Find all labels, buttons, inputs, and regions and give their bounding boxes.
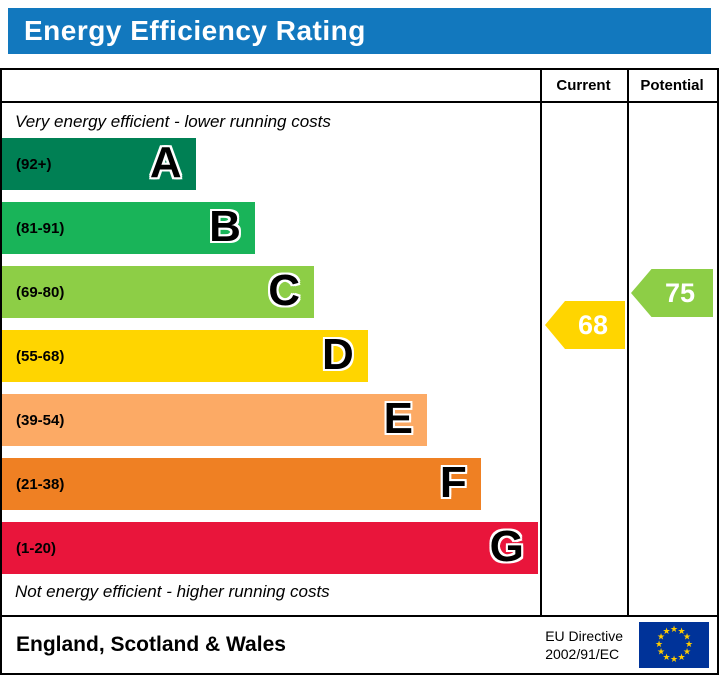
eu-flag-icon: ★ ★★★★★★★★★★★ bbox=[639, 622, 709, 668]
band-range-c: (69-80) bbox=[16, 283, 65, 301]
band-letter-a: A bbox=[149, 138, 182, 188]
band-letter-f: F bbox=[439, 458, 467, 508]
svg-text:★: ★ bbox=[655, 640, 663, 650]
svg-text:★: ★ bbox=[657, 648, 665, 658]
svg-text:★: ★ bbox=[670, 655, 678, 665]
band-bar-a: (92+) A bbox=[2, 138, 196, 190]
eu-flag-stars: ★ ★★★★★★★★★★★ bbox=[655, 625, 693, 665]
svg-text:★: ★ bbox=[683, 633, 691, 643]
current-column-separator bbox=[540, 70, 542, 615]
band-bar-f: (21-38) F bbox=[2, 458, 481, 510]
svg-text:★: ★ bbox=[662, 627, 670, 637]
bottom-note: Not energy efficient - higher running co… bbox=[15, 582, 330, 601]
rating-table: Current Potential Very energy efficient … bbox=[0, 68, 719, 617]
svg-text:★: ★ bbox=[662, 653, 670, 663]
current-value: 68 bbox=[577, 309, 609, 340]
page-title: Energy Efficiency Rating bbox=[24, 15, 366, 46]
band-range-d: (55-68) bbox=[16, 347, 65, 365]
band-bar-b: (81-91) B bbox=[2, 202, 255, 254]
potential-pointer: 75 bbox=[631, 269, 713, 317]
eu-directive-label: EU Directive 2002/91/EC bbox=[545, 627, 623, 663]
region-label: England, Scotland & Wales bbox=[16, 633, 286, 656]
current-pointer: 68 bbox=[545, 301, 625, 349]
band-letter-e: E bbox=[383, 394, 414, 444]
eu-directive-line2: 2002/91/EC bbox=[545, 646, 620, 662]
svg-text:★: ★ bbox=[677, 627, 685, 637]
band-bar-g: (1-20) G bbox=[2, 522, 538, 574]
band-bar-c: (69-80) C bbox=[2, 266, 315, 318]
column-header-current: Current bbox=[556, 77, 611, 94]
footer-bar: England, Scotland & Wales EU Directive 2… bbox=[0, 617, 719, 675]
top-note: Very energy efficient - lower running co… bbox=[15, 112, 331, 131]
band-bar-e: (39-54) E bbox=[2, 394, 428, 446]
band-range-a: (92+) bbox=[16, 155, 52, 173]
band-range-b: (81-91) bbox=[16, 219, 65, 237]
svg-text:★: ★ bbox=[685, 640, 693, 650]
band-letter-b: B bbox=[209, 202, 241, 252]
eu-flag-background bbox=[639, 622, 709, 668]
band-letter-c: C bbox=[268, 266, 301, 316]
svg-text:★: ★ bbox=[677, 653, 685, 663]
band-letter-g: G bbox=[489, 522, 524, 572]
svg-text:★: ★ bbox=[657, 633, 665, 643]
eu-directive-line1: EU Directive bbox=[545, 627, 623, 644]
header-separator bbox=[2, 101, 717, 103]
title-bar: Energy Efficiency Rating bbox=[8, 8, 711, 54]
band-range-g: (1-20) bbox=[16, 539, 57, 557]
potential-value: 75 bbox=[664, 277, 696, 308]
band-bar-d: (55-68) D bbox=[2, 330, 368, 382]
band-range-f: (21-38) bbox=[16, 475, 65, 493]
svg-text:★: ★ bbox=[670, 625, 678, 635]
column-header-potential: Potential bbox=[640, 77, 704, 94]
band-range-e: (39-54) bbox=[16, 411, 65, 429]
rating-bands: (92+) A (81-91) B (69-80) C (55-68) D (3… bbox=[2, 138, 540, 586]
band-letter-d: D bbox=[322, 330, 354, 380]
potential-column-separator bbox=[627, 70, 629, 615]
svg-text:★: ★ bbox=[683, 648, 691, 658]
